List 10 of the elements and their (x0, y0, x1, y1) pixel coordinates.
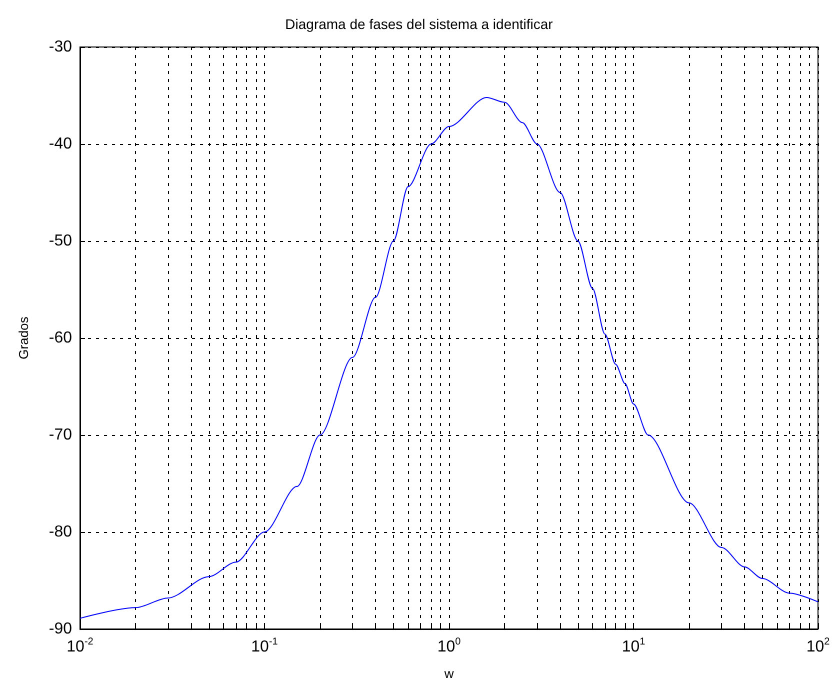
y-tick-label: -70 (48, 426, 72, 444)
x-axis-title: w (443, 666, 454, 681)
y-tick-label: -40 (48, 136, 72, 152)
y-tick-label: -90 (48, 620, 72, 638)
y-tick-label: -50 (48, 232, 72, 250)
y-tick-label: -80 (48, 524, 72, 540)
y-tick-label: -30 (48, 38, 72, 56)
y-tick-label: -60 (48, 330, 72, 346)
chart-title: Diagrama de fases del sistema a identificar (285, 16, 554, 32)
y-axis-title: Grados (16, 316, 31, 360)
